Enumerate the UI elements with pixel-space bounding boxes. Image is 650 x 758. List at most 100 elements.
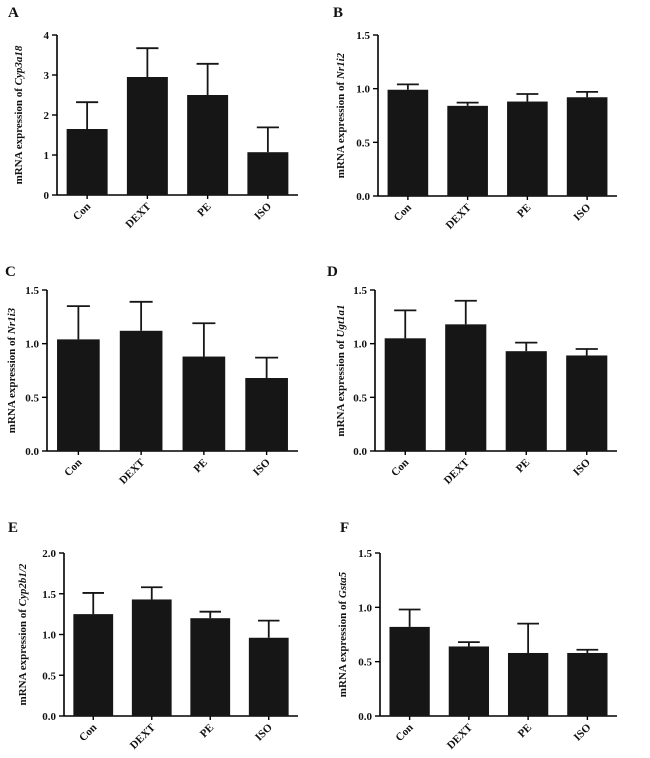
panel-letter: C: [5, 264, 16, 280]
x-tick-label-con: Con: [77, 722, 99, 744]
x-tick-label-iso: ISO: [571, 201, 593, 223]
bar-dext: [447, 105, 488, 196]
x-tick-label-iso: ISO: [252, 200, 274, 222]
x-tick-label-dext: DEXT: [123, 200, 154, 231]
y-axis-label-gene: Nr1i2: [335, 52, 347, 80]
y-axis-label-prefix: mRNA expression of: [13, 85, 25, 184]
x-tick-label-iso: ISO: [251, 456, 273, 478]
y-axis-label-gene: Gsta5: [337, 571, 349, 598]
y-tick-label: 1.0: [25, 339, 39, 351]
bar-dext: [445, 324, 487, 451]
x-tick-label-iso: ISO: [572, 721, 594, 743]
bar-dext: [119, 330, 163, 451]
y-axis-label-gene: Cyp2b1/2: [17, 563, 29, 606]
y-tick-label: 1.0: [353, 339, 367, 351]
y-tick-label: 1.5: [358, 548, 372, 560]
panel-a: A 0 1 2 3 4 mRNA expression of Cyp3a18 Con DEXT P…: [8, 5, 298, 231]
y-tick-label: 1.0: [358, 602, 372, 614]
y-tick-label: 1.0: [356, 84, 370, 96]
y-tick-label: 4: [44, 30, 50, 42]
panel-d: D 0.0 0.5 1.0 1.5 mRNA expression of Ugt1a1 Co…: [327, 264, 617, 487]
x-tick-label-pe: PE: [192, 457, 210, 475]
bar-iso: [248, 637, 289, 716]
panel-letter: F: [340, 520, 349, 536]
bar-iso: [566, 355, 608, 451]
bar-pe: [187, 95, 229, 195]
y-tick-label: 0.5: [353, 392, 367, 404]
y-tick-label: 0.0: [353, 446, 367, 458]
y-tick-label: 1.5: [353, 285, 367, 297]
bar-iso: [245, 378, 288, 451]
x-tick-label-dext: DEXT: [442, 456, 473, 487]
x-tick-label-dext: DEXT: [128, 721, 159, 752]
x-tick-label-dext: DEXT: [445, 721, 476, 752]
bar-pe: [190, 618, 231, 716]
panel-letter: E: [8, 520, 18, 536]
y-axis-label: mRNA expression of Gsta5: [337, 571, 349, 697]
bar-con: [57, 339, 100, 451]
y-tick-label: 2.0: [42, 548, 56, 560]
x-tick-label-con: Con: [393, 722, 415, 744]
y-axis-label-prefix: mRNA expression of: [6, 334, 18, 433]
bar-dext: [131, 599, 172, 716]
panel-letter: B: [333, 5, 343, 21]
x-tick-label-dext: DEXT: [444, 201, 475, 232]
y-tick-label: 0.5: [25, 392, 39, 404]
x-tick-label-iso: ISO: [571, 456, 593, 478]
y-tick-label: 1: [44, 150, 50, 162]
panel-letter: D: [327, 264, 338, 280]
y-axis-label: mRNA expression of Nr1i2: [335, 52, 347, 178]
x-tick-label-con: Con: [389, 457, 411, 479]
y-tick-label: 0.5: [356, 137, 370, 149]
y-tick-label: 0.0: [25, 446, 39, 458]
x-tick-label-con: Con: [392, 202, 414, 224]
x-tick-label-dext: DEXT: [117, 456, 148, 487]
bar-pe: [182, 356, 226, 451]
bar-con: [389, 626, 430, 716]
y-axis-label-prefix: mRNA expression of: [17, 606, 29, 705]
y-tick-label: 0.0: [358, 711, 372, 723]
panel-c: C 0.0 0.5 1.0 1.5 mRNA expression of Nr1i3 Con…: [5, 264, 298, 487]
y-axis-label: mRNA expression of Cyp3a18: [13, 45, 25, 184]
bar-pe: [507, 652, 549, 716]
bar-con: [73, 614, 114, 716]
panel-e: E 0.0 0.5 1.0 1.5 2.0 mRNA expression of Cyp2b…: [8, 520, 298, 752]
y-tick-label: 0: [44, 190, 50, 202]
y-tick-label: 1.5: [25, 285, 39, 297]
y-tick-label: 0.0: [42, 711, 56, 723]
x-tick-label-pe: PE: [514, 457, 532, 475]
bar-iso: [567, 652, 608, 716]
x-tick-label-pe: PE: [516, 722, 534, 740]
x-tick-label-con: Con: [62, 457, 84, 479]
x-tick-label-con: Con: [71, 201, 93, 223]
bar-pe: [505, 351, 547, 451]
y-axis-label-prefix: mRNA expression of: [337, 598, 349, 697]
bar-dext: [126, 77, 168, 195]
panel-letter: A: [8, 5, 19, 21]
bar-con: [66, 129, 108, 195]
x-tick-label-iso: ISO: [253, 721, 275, 743]
y-axis-label: mRNA expression of Ugt1a1: [335, 304, 347, 436]
y-tick-label: 1.5: [42, 589, 56, 601]
y-tick-label: 1.5: [356, 30, 370, 42]
bar-con: [384, 338, 426, 451]
bar-con: [387, 89, 429, 196]
y-axis-label-gene: Nr1i3: [6, 307, 18, 335]
bar-iso: [247, 152, 289, 195]
bar-pe: [507, 101, 548, 196]
y-tick-label: 3: [44, 70, 50, 82]
y-axis-label-gene: Cyp3a18: [13, 45, 25, 85]
bar-iso: [566, 97, 608, 196]
y-axis-label: mRNA expression of Cyp2b1/2: [17, 563, 29, 705]
x-tick-label-pe: PE: [195, 201, 213, 219]
y-axis-label: mRNA expression of Nr1i3: [6, 307, 18, 433]
y-tick-label: 2: [44, 110, 50, 122]
y-axis-label-prefix: mRNA expression of: [335, 337, 347, 436]
x-tick-label-pe: PE: [515, 202, 533, 220]
y-axis-label-prefix: mRNA expression of: [335, 79, 347, 178]
panel-b: B 0.0 0.5 1.0 1.5 mRNA expression of Nr1i2 Con…: [333, 5, 617, 232]
y-tick-label: 1.0: [42, 630, 56, 642]
y-tick-label: 0.5: [42, 670, 56, 682]
y-axis-label-gene: Ugt1a1: [335, 304, 347, 337]
